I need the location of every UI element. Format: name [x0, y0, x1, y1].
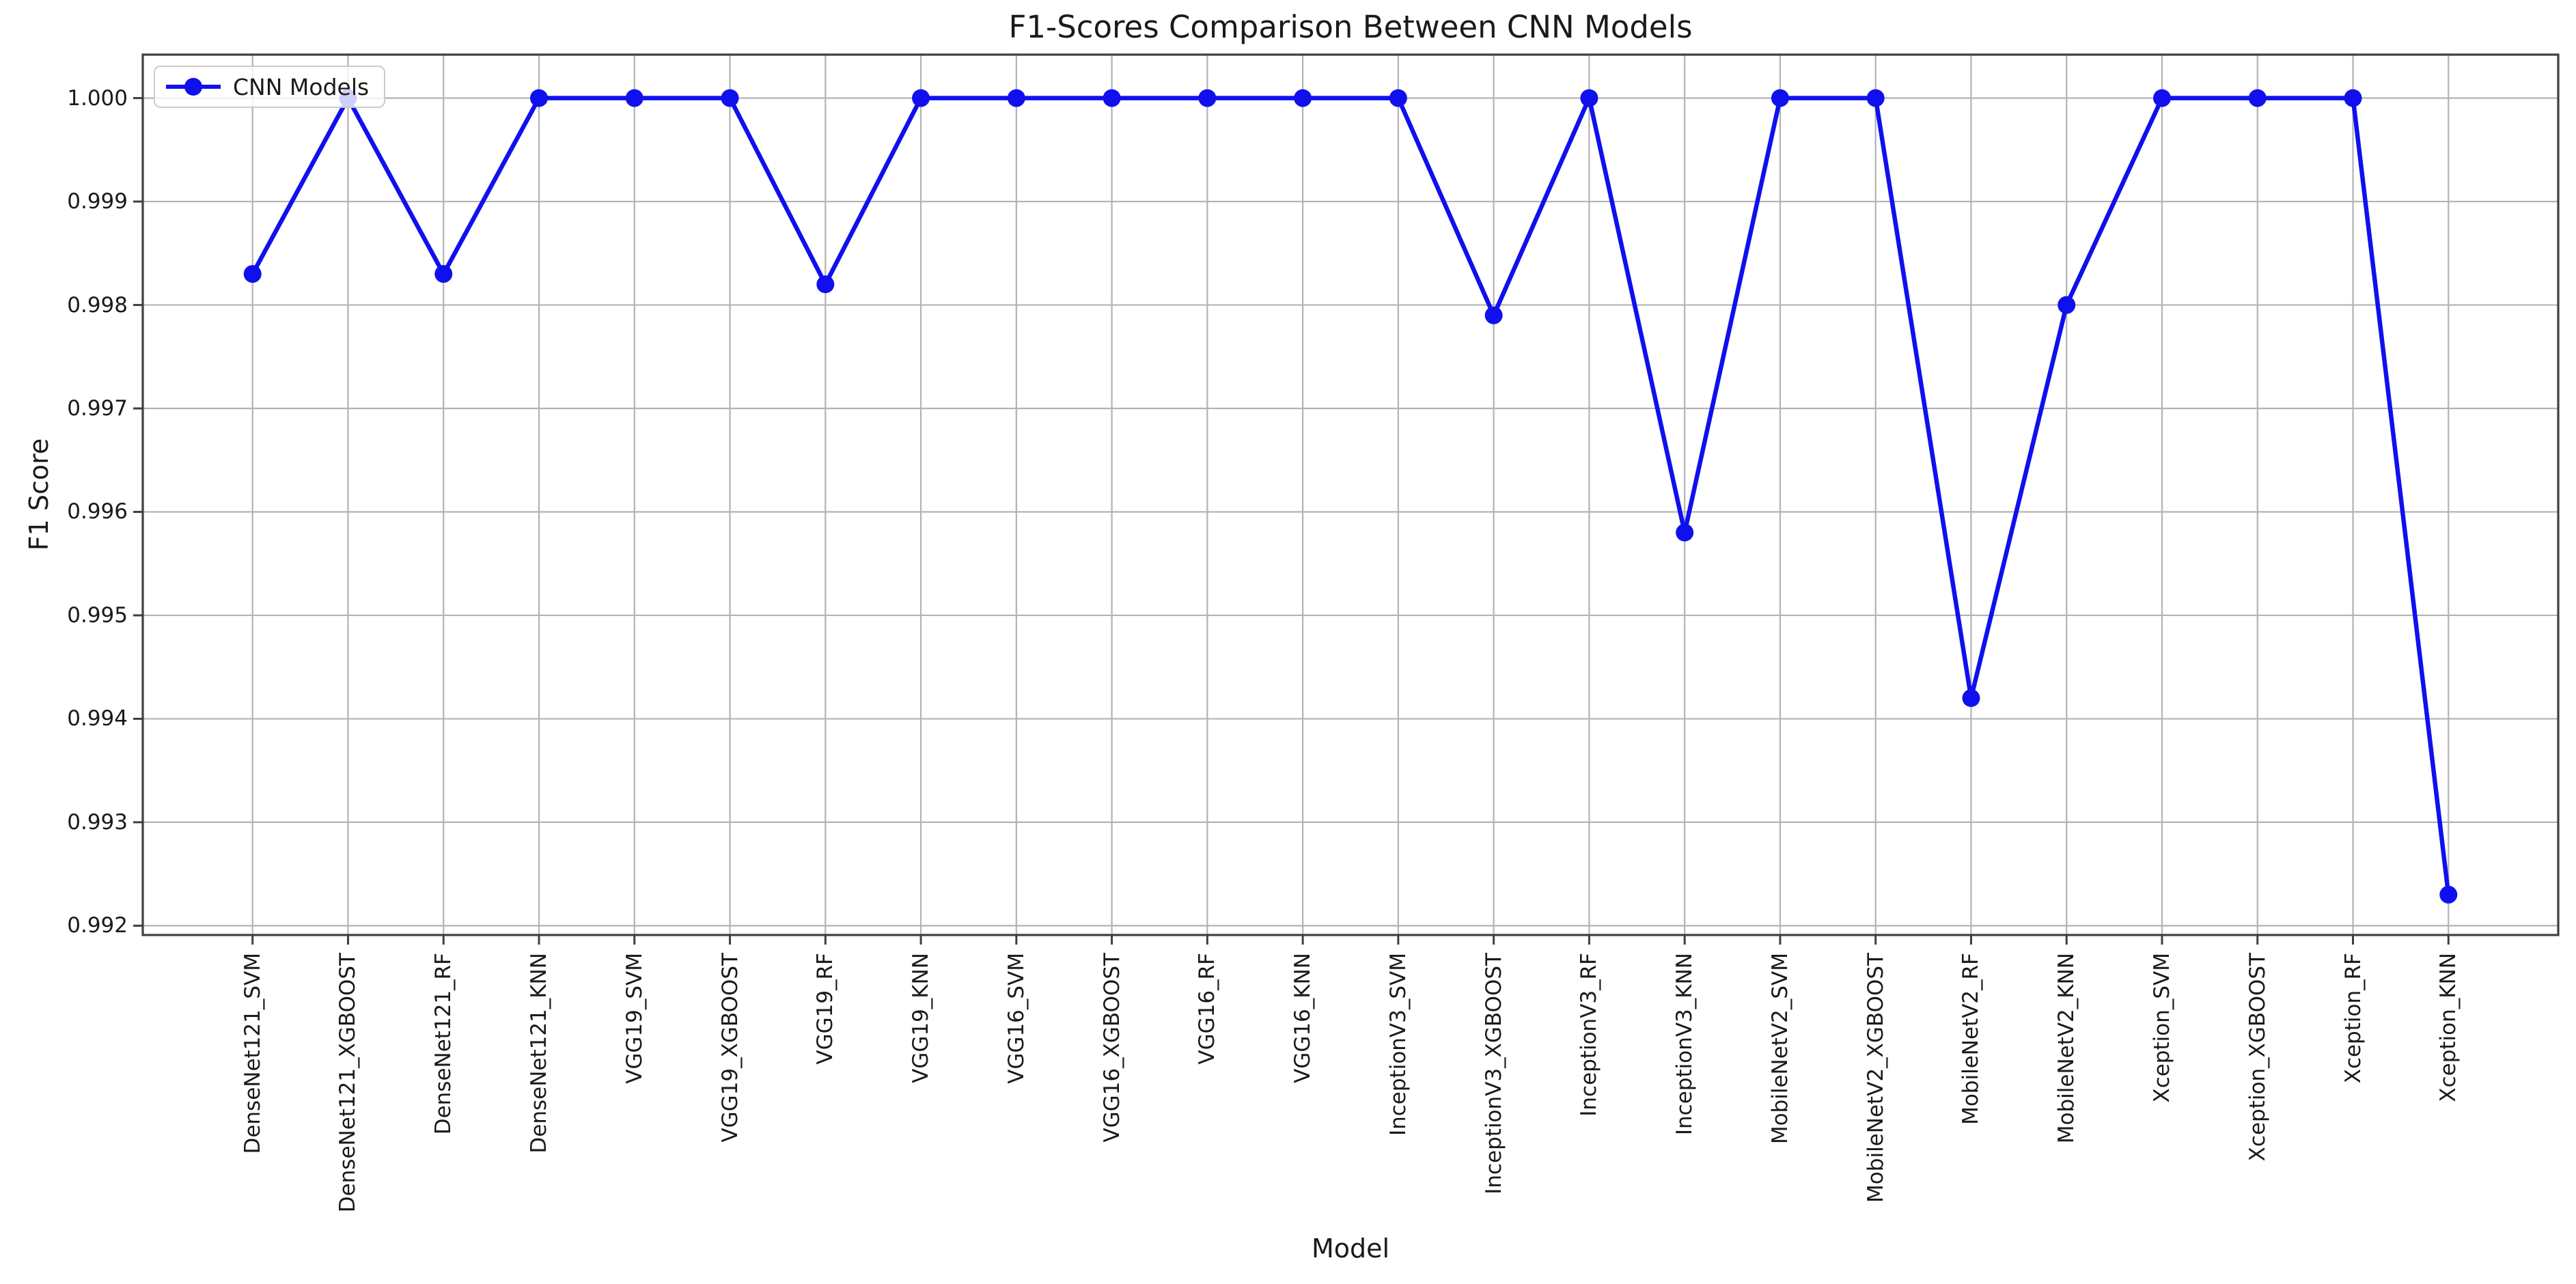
data-point-marker: [243, 265, 262, 283]
chart-title: F1-Scores Comparison Between CNN Models: [1008, 9, 1693, 45]
data-point-marker: [816, 275, 835, 294]
x-tick-label: VGG16_SVM: [1003, 953, 1029, 1084]
data-point-marker: [434, 265, 453, 283]
y-tick-label: 0.997: [67, 396, 128, 421]
x-tick-label: Xception_SVM: [2149, 953, 2174, 1103]
y-tick-label: 0.996: [67, 499, 128, 525]
x-tick-label: VGG19_SVM: [622, 953, 647, 1084]
data-point-marker: [1294, 89, 1312, 107]
x-tick-label: Xception_KNN: [2436, 953, 2461, 1102]
x-tick-label: InceptionV3_XGBOOST: [1481, 953, 1506, 1195]
x-tick-label: MobileNetV2_SVM: [1767, 953, 1792, 1145]
legend: CNN Models: [154, 66, 386, 108]
x-tick-label: DenseNet121_XGBOOST: [335, 953, 361, 1213]
data-point-marker: [1103, 89, 1121, 107]
data-point-marker: [1389, 89, 1407, 107]
x-tick-label: VGG19_KNN: [909, 953, 934, 1083]
data-point-marker: [2248, 89, 2267, 107]
x-tick-label: DenseNet121_RF: [431, 953, 456, 1135]
data-point-marker: [2439, 885, 2458, 904]
x-tick-label: Xception_RF: [2340, 953, 2366, 1084]
data-point-marker: [1771, 89, 1789, 107]
x-tick-label: MobileNetV2_KNN: [2054, 953, 2079, 1144]
data-point-marker: [2344, 89, 2362, 107]
y-tick-label: 0.999: [67, 189, 128, 214]
y-tick-label: 0.992: [67, 913, 128, 938]
axes-spines: [141, 53, 2560, 936]
x-tick-label: VGG16_KNN: [1290, 953, 1316, 1083]
x-tick-label: InceptionV3_SVM: [1385, 953, 1411, 1136]
y-tick-label: 0.994: [67, 706, 128, 731]
x-tick-label: InceptionV3_KNN: [1672, 953, 1698, 1136]
x-tick-label: DenseNet121_SVM: [240, 953, 265, 1154]
data-point-marker: [1962, 689, 1980, 708]
y-tick-label: 0.995: [67, 602, 128, 628]
x-tick-label: Xception_XGBOOST: [2245, 953, 2270, 1162]
x-tick-label: VGG19_XGBOOST: [717, 953, 743, 1143]
x-axis-label: Model: [1311, 1233, 1390, 1264]
data-point-marker: [2058, 296, 2076, 314]
legend-line-marker-icon: [166, 78, 221, 96]
data-point-marker: [1866, 89, 1885, 107]
data-point-marker: [1676, 523, 1694, 542]
x-tick-label: DenseNet121_KNN: [527, 953, 552, 1154]
x-tick-label: VGG16_RF: [1195, 953, 1220, 1065]
x-tick-label: VGG16_XGBOOST: [1099, 953, 1124, 1143]
y-tick-label: 1.000: [67, 85, 128, 111]
data-point-marker: [2152, 89, 2171, 107]
data-point-marker: [625, 89, 643, 107]
x-tick-label: MobileNetV2_XGBOOST: [1863, 953, 1888, 1203]
y-tick-label: 0.993: [67, 809, 128, 835]
legend-label: CNN Models: [233, 73, 370, 100]
data-line: [250, 96, 2451, 897]
data-point-marker: [1484, 306, 1503, 324]
y-axis-label: F1 Score: [24, 438, 54, 551]
y-tick-label: 0.998: [67, 292, 128, 318]
data-point-marker: [530, 89, 549, 107]
data-point-marker: [721, 89, 739, 107]
x-tick-label: VGG19_RF: [813, 953, 838, 1065]
data-point-marker: [1580, 89, 1598, 107]
data-point-marker: [912, 89, 930, 107]
x-tick-label: MobileNetV2_RF: [1958, 953, 1984, 1125]
data-point-marker: [1007, 89, 1025, 107]
x-tick-label: InceptionV3_RF: [1577, 953, 1602, 1117]
data-point-marker: [1198, 89, 1217, 107]
